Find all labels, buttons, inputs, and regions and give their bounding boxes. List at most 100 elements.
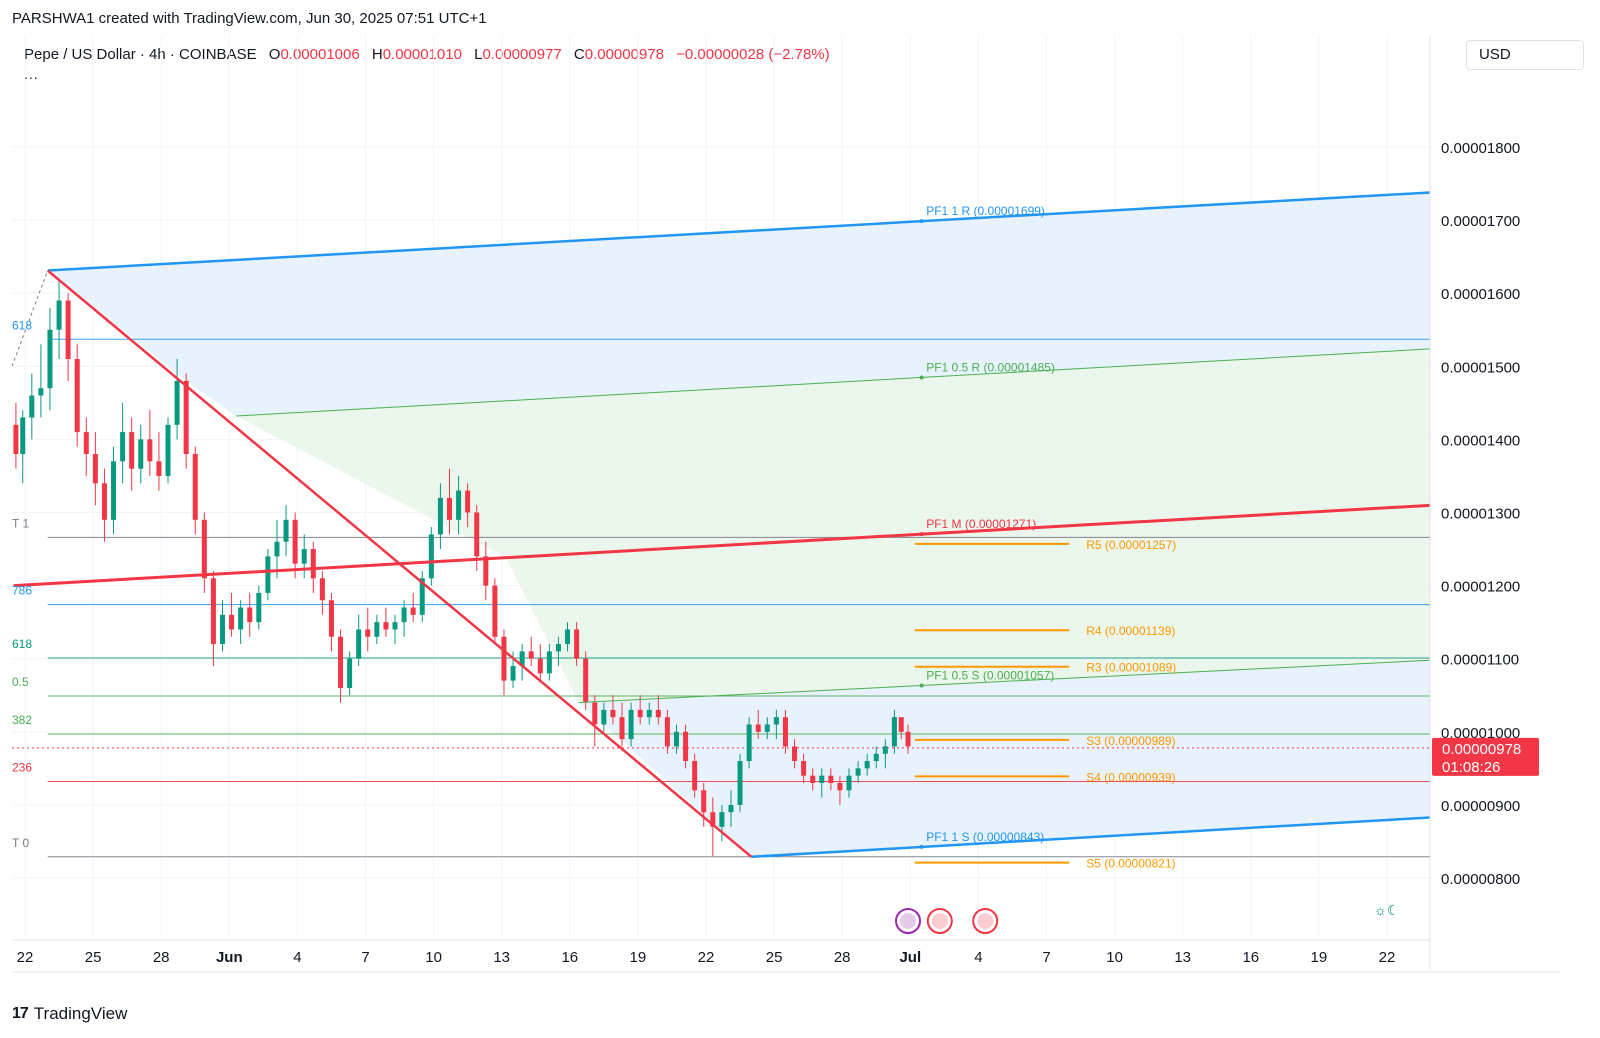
time-axis-tick-label: 4 [293, 949, 301, 966]
candle-body [129, 432, 135, 469]
candle-body [719, 812, 725, 827]
price-axis-tick-label: 0.00000800 [1441, 871, 1520, 888]
time-axis-tick-label: 16 [1242, 949, 1259, 966]
last-price-tag-value: 0.00000978 [1442, 741, 1521, 758]
candle-body [65, 300, 71, 359]
high-value: 0.00001010 [382, 46, 462, 63]
candle-body [701, 790, 707, 813]
us-economic-event-icon[interactable] [926, 908, 953, 934]
fib-level-label: 618 [12, 318, 32, 332]
change-value: −0.00000028 (−2.78%) [676, 46, 830, 63]
price-axis-tick-label: 0.00001700 [1441, 213, 1520, 230]
candle-body [537, 658, 543, 674]
candle-body [810, 775, 816, 783]
candle-body [20, 417, 26, 455]
last-price-tag[interactable] [1432, 737, 1539, 776]
candle-body [828, 775, 834, 783]
candle-body [165, 424, 171, 476]
pitchfork-lower-half-line [578, 659, 1430, 704]
fib-trend-connector [12, 270, 49, 367]
currency-selector[interactable]: USD [1466, 40, 1584, 70]
time-axis-tick-label: 22 [17, 949, 34, 966]
candle-body [891, 717, 897, 747]
tradingview-logo[interactable]: 17 TradingView [12, 1004, 127, 1024]
candle-body [292, 519, 298, 564]
candle-body [111, 461, 117, 520]
price-axis-tick-label: 0.00001100 [1441, 652, 1519, 669]
candle-body [492, 585, 498, 637]
pitchfork-handle-line [46, 269, 753, 858]
candle-body [410, 607, 416, 615]
price-axis-tick-label: 0.00001800 [1441, 140, 1520, 157]
candle-body [374, 622, 380, 637]
candle-body [465, 490, 471, 513]
candle-body [565, 629, 571, 645]
candle-body [238, 607, 244, 630]
candle-body [74, 358, 80, 433]
candle-body [728, 804, 734, 813]
fib-level-label: 236 [12, 761, 32, 775]
pitchfork-lower-line [751, 816, 1430, 859]
pitchfork-level-label: PF1 1 S (0.00000843) [926, 830, 1044, 844]
time-axis-tick-label: 28 [153, 949, 170, 966]
candle-body [301, 549, 307, 564]
candle-body [646, 709, 652, 718]
time-axis-tick-label: Jun [216, 949, 243, 966]
candle-body [692, 761, 698, 791]
candle-body [746, 724, 752, 762]
us-economic-event-icon-2[interactable] [972, 908, 999, 934]
pivot-level-label: R5 (0.00001257) [1086, 538, 1176, 552]
price-axis-tick-label: 0.00001200 [1441, 579, 1520, 596]
pivot-level-label: R3 (0.00001089) [1086, 661, 1176, 675]
candle-body [265, 556, 271, 593]
candle-body [583, 658, 589, 703]
legend-more-icon[interactable]: ... [24, 66, 39, 82]
symbol-title[interactable]: Pepe / US Dollar · 4h · COINBASE [24, 46, 257, 63]
candle-body [483, 556, 489, 586]
candle-body [601, 709, 607, 725]
fib-level-label: 382 [12, 713, 32, 727]
time-axis-tick-label: 25 [85, 949, 102, 966]
candle-body [219, 614, 225, 645]
time-axis-tick-label: 25 [766, 949, 783, 966]
candle-body [456, 490, 462, 520]
dividend-event-icon[interactable] [895, 908, 922, 934]
time-axis-tick-label: 19 [1311, 949, 1328, 966]
candle-body [664, 717, 670, 747]
candle-body [383, 622, 389, 630]
time-axis-tick-label: 7 [361, 949, 369, 966]
chart-attribution: PARSHWA1 created with TradingView.com, J… [12, 10, 487, 27]
candle-body [392, 622, 398, 630]
open-value: 0.00001006 [280, 46, 360, 63]
time-axis-tick-label: 10 [1106, 949, 1123, 966]
open-label: O [268, 46, 281, 63]
fib-level-label: 0.5 [12, 675, 29, 689]
fib-level-label: T 0 [12, 836, 29, 850]
candle-body [274, 541, 280, 557]
candle-body [873, 753, 879, 762]
price-axis-tick-label: 0.00001400 [1441, 432, 1520, 449]
time-axis-tick-label: 22 [1379, 949, 1396, 966]
candle-body [283, 519, 289, 542]
pivot-level-label: S3 (0.00000989) [1086, 734, 1175, 748]
candle-body [683, 731, 689, 762]
time-axis-tick-label: 10 [425, 949, 442, 966]
pitchfork-lower-mid-fill [506, 505, 1430, 703]
candle-body [92, 454, 98, 484]
candle-body [29, 395, 35, 418]
candle-body [510, 666, 516, 681]
candle-body [782, 717, 788, 747]
candle-body [101, 483, 107, 520]
us-economic-event-icon-inner [931, 913, 948, 929]
pitchfork-upper-line [47, 191, 1430, 272]
low-label: L [474, 46, 483, 63]
candle-body [764, 724, 770, 732]
high-label: H [371, 46, 383, 63]
candle-body [610, 709, 616, 718]
candle-body [546, 651, 552, 674]
candle-body [792, 746, 798, 762]
price-axis-tick-label: 0.00000900 [1441, 798, 1520, 815]
candle-body [201, 519, 207, 579]
symbol-legend: Pepe / US Dollar · 4h · COINBASE O0.0000… [24, 46, 830, 63]
